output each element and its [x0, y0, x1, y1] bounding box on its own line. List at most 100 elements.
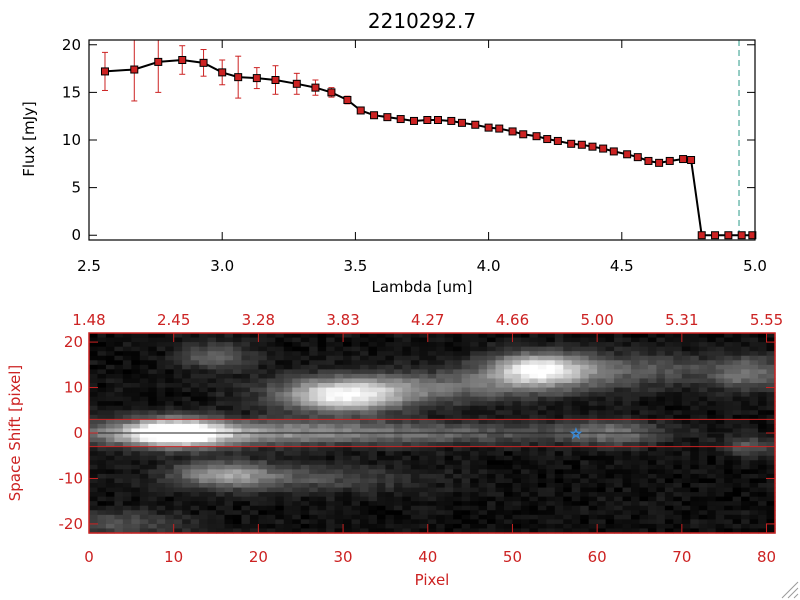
- image-cell: [639, 496, 649, 502]
- image-cell: [105, 392, 116, 398]
- image-cell: [97, 428, 107, 434]
- image-cell: [597, 369, 607, 375]
- image-cell: [368, 333, 378, 339]
- image-cell: [741, 337, 751, 343]
- spectrum-point: [737, 231, 746, 240]
- image-cell: [724, 469, 734, 475]
- image-cell: [673, 492, 683, 498]
- image-cell: [520, 501, 530, 507]
- image-cell: [190, 451, 200, 457]
- image-cell: [732, 433, 742, 439]
- image-cell: [597, 460, 607, 466]
- image-cell: [351, 451, 361, 457]
- image-cell: [376, 469, 387, 475]
- image-cell: [309, 392, 319, 398]
- image-cell: [122, 360, 132, 366]
- image-cell: [766, 442, 776, 448]
- image-cell: [622, 469, 632, 475]
- image-cell: [216, 387, 226, 393]
- image-cell: [410, 483, 420, 489]
- image-cell: [190, 369, 200, 375]
- image-cell: [241, 410, 251, 416]
- image-cell: [122, 378, 132, 384]
- image-cell: [707, 342, 717, 348]
- resize-grip-icon[interactable]: [781, 581, 799, 599]
- image-cell: [216, 455, 226, 461]
- image-cell: [588, 528, 598, 534]
- image-cell: [199, 464, 209, 470]
- image-cell: [241, 451, 251, 457]
- image-cell: [520, 523, 530, 530]
- image-cell: [368, 469, 378, 475]
- image-cell: [216, 523, 226, 530]
- image-cell: [427, 401, 437, 407]
- image-cell: [241, 369, 251, 375]
- image-cell: [216, 528, 226, 534]
- image-cell: [529, 469, 539, 475]
- image-cell: [317, 360, 327, 366]
- image-cell: [444, 505, 454, 511]
- image-cell: [114, 378, 124, 384]
- image-cell: [283, 455, 293, 461]
- image-cell: [334, 378, 344, 384]
- image-cell: [554, 364, 564, 370]
- image-cell: [707, 401, 717, 407]
- image-cell: [766, 483, 776, 489]
- image-cell: [639, 337, 649, 343]
- image-cell: [664, 505, 674, 511]
- image-cell: [139, 505, 149, 511]
- image-cell: [453, 455, 463, 461]
- image-cell: [165, 373, 175, 380]
- image-cell: [326, 483, 336, 489]
- image-cell: [741, 501, 751, 507]
- image-cell: [89, 419, 99, 425]
- image-cell: [503, 401, 514, 407]
- image-cell: [580, 396, 590, 402]
- image-cell: [639, 478, 649, 484]
- image-cell: [580, 383, 590, 389]
- image-cell: [436, 510, 446, 516]
- image-cell: [639, 469, 649, 475]
- image-cell: [487, 455, 497, 461]
- image-cell: [656, 469, 666, 475]
- image-cell: [664, 528, 674, 534]
- image-cell: [622, 337, 632, 343]
- image-cell: [410, 428, 420, 434]
- image-cell: [520, 519, 530, 525]
- image-cell: [317, 528, 327, 534]
- image-cell: [300, 342, 310, 348]
- image-cell: [580, 469, 590, 475]
- image-cell: [241, 337, 251, 343]
- image-cell: [673, 387, 683, 393]
- image-cell: [664, 333, 674, 339]
- image-cell: [376, 437, 387, 443]
- image-cell: [673, 342, 683, 348]
- image-cell: [427, 369, 437, 375]
- image-cell: [275, 492, 285, 498]
- image-cell: [461, 528, 471, 534]
- image-cell: [419, 451, 429, 457]
- image-cell: [614, 392, 624, 398]
- image-cell: [444, 510, 454, 516]
- image-cell: [249, 401, 259, 407]
- image-cell: [588, 342, 598, 348]
- spectrum-point: [567, 139, 576, 148]
- image-cell: [520, 378, 530, 384]
- image-cell: [707, 355, 717, 361]
- image-cell: [741, 410, 751, 416]
- image-cell: [309, 396, 319, 402]
- image-cell: [292, 437, 302, 443]
- image-cell: [283, 487, 293, 493]
- image-cell: [393, 487, 403, 493]
- image-cell: [537, 473, 547, 480]
- image-cell: [199, 469, 209, 475]
- image-cell: [681, 337, 691, 343]
- image-cell: [503, 473, 514, 480]
- image-cell: [232, 346, 243, 352]
- image-cell: [741, 369, 751, 375]
- image-cell: [343, 433, 353, 439]
- image-cell: [317, 446, 327, 452]
- image-cell: [690, 433, 700, 439]
- image-cell: [300, 360, 310, 366]
- image-cell: [292, 351, 302, 357]
